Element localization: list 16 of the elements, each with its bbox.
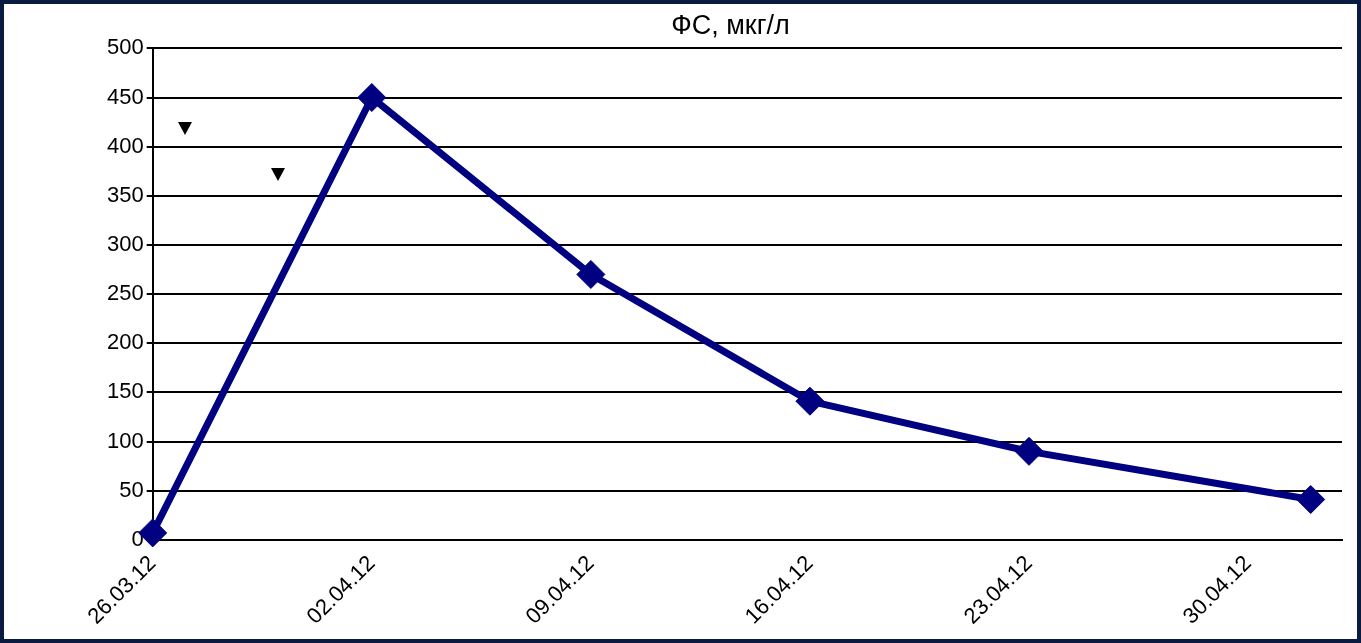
y-tick-label: 350 [106, 181, 144, 207]
y-tick-label: 200 [106, 329, 144, 355]
y-tick-label: 300 [106, 231, 144, 257]
point [1296, 484, 1326, 514]
y-tick-label: 500 [106, 34, 144, 60]
y-tick-label: 400 [106, 132, 144, 158]
point [357, 83, 387, 113]
y-tick-label: 450 [106, 83, 144, 109]
point [576, 259, 606, 289]
chart-title: ФС, мкг/л [671, 9, 790, 40]
y-tick-label: 100 [106, 427, 144, 453]
y-tick-label: 50 [119, 476, 144, 502]
point [1014, 436, 1044, 466]
point [795, 386, 825, 416]
y-tick-label: 250 [106, 280, 144, 306]
y-tick-label: 150 [106, 378, 144, 404]
